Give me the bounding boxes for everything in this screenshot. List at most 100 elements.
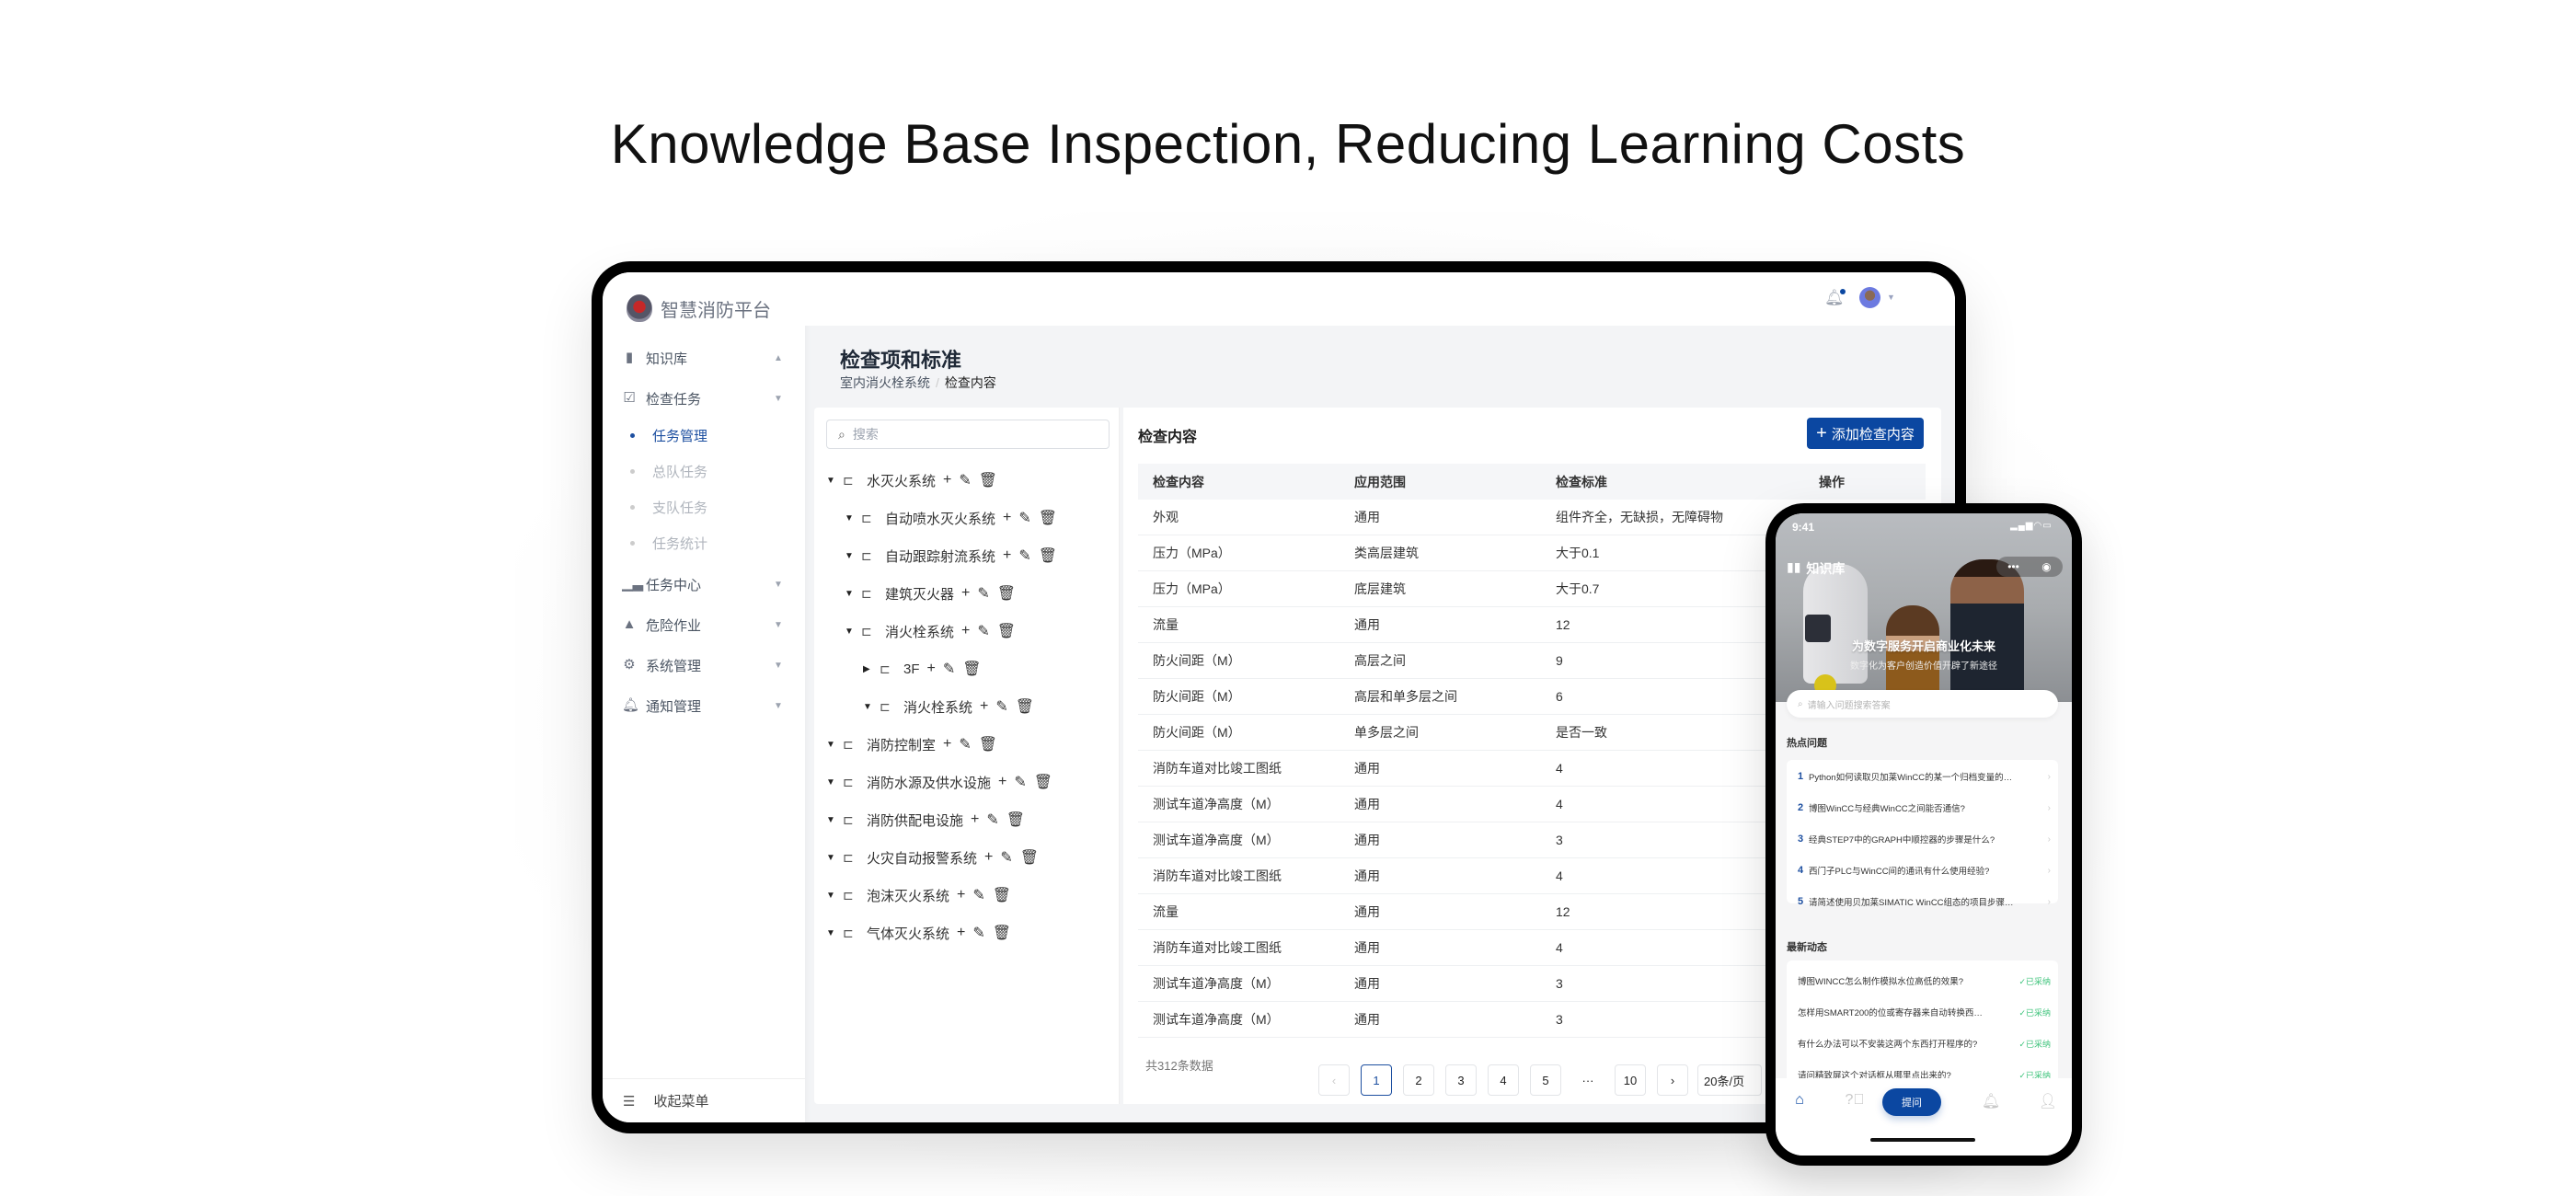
home-icon[interactable]: ⌂ xyxy=(1795,1092,1804,1108)
caret-right-icon[interactable]: ▶ xyxy=(863,663,870,674)
tree-node[interactable]: ▼ ⊏ 消火栓系统 + ✎ 🗑︎ xyxy=(863,693,1034,720)
delete-icon[interactable]: 🗑︎ xyxy=(1006,812,1026,828)
tree-node[interactable]: ▼ ⊏ 水灭火系统 + ✎ 🗑︎ xyxy=(826,466,997,494)
sidebar-item[interactable]: ⚙ 系统管理 ▼ xyxy=(603,647,805,684)
user-avatar[interactable] xyxy=(1859,287,1880,308)
caret-down-icon[interactable]: ▼ xyxy=(845,550,854,561)
caret-down-icon[interactable]: ▼ xyxy=(845,626,854,637)
edit-icon[interactable]: ✎ xyxy=(972,926,985,941)
edit-icon[interactable]: ✎ xyxy=(986,812,999,828)
latest-item[interactable]: 请问精致屏这个对话框从哪里点出来的? ✓已采纳 xyxy=(1798,1065,2051,1084)
tree-node[interactable]: ▼ ⊏ 自动跟踪射流系统 + ✎ 🗑︎ xyxy=(845,542,1057,569)
delete-icon[interactable]: 🗑︎ xyxy=(978,473,998,489)
edit-icon[interactable]: ✎ xyxy=(959,737,972,753)
caret-down-icon[interactable]: ▼ xyxy=(826,890,835,901)
add-icon[interactable]: + xyxy=(943,472,952,488)
tree-search-input[interactable]: ⌕ 搜索 xyxy=(826,420,1110,449)
page-button[interactable]: 5 xyxy=(1530,1064,1561,1096)
caret-down-icon[interactable]: ▼ xyxy=(845,512,854,523)
tree-node[interactable]: ▼ ⊏ 消防水源及供水设施 + ✎ 🗑︎ xyxy=(826,768,1052,796)
add-inspection-content-button[interactable]: + 添加检查内容 xyxy=(1807,418,1924,449)
add-icon[interactable]: + xyxy=(957,925,966,940)
tree-node[interactable]: ▼ ⊏ 自动喷水灭火系统 + ✎ 🗑︎ xyxy=(845,504,1057,532)
add-icon[interactable]: + xyxy=(943,736,952,752)
next-page-button[interactable]: › xyxy=(1657,1064,1688,1096)
sidebar-item[interactable]: ▮ 知识库 ▲ xyxy=(603,339,805,376)
page-button[interactable]: 4 xyxy=(1488,1064,1519,1096)
page-size-select[interactable]: 20条/页 xyxy=(1697,1064,1762,1096)
sidebar-subitem[interactable]: 任务统计 xyxy=(603,526,805,559)
mobile-search-input[interactable]: ⌕ 请输入问题搜索答案 xyxy=(1787,690,2058,718)
more-icon[interactable]: ••• xyxy=(2007,560,2019,573)
hot-question-item[interactable]: 4 西门子PLC与WinCC间的通讯有什么使用经验? › xyxy=(1798,861,2051,880)
edit-icon[interactable]: ✎ xyxy=(1000,850,1013,866)
edit-icon[interactable]: ✎ xyxy=(995,699,1008,715)
delete-icon[interactable]: 🗑︎ xyxy=(992,926,1012,941)
notification-bell-icon[interactable]: 🔔︎ xyxy=(1824,289,1846,306)
edit-icon[interactable]: ✎ xyxy=(959,473,972,489)
delete-icon[interactable]: 🗑︎ xyxy=(962,661,982,677)
tree-node[interactable]: ▼ ⊏ 消防控制室 + ✎ 🗑︎ xyxy=(826,730,997,758)
add-icon[interactable]: + xyxy=(1003,547,1012,563)
caret-down-icon[interactable]: ▼ xyxy=(826,475,835,486)
user-icon[interactable]: 👤︎ xyxy=(2038,1094,2058,1110)
sidebar-item[interactable]: ▲ 危险作业 ▼ xyxy=(603,606,805,643)
add-icon[interactable]: + xyxy=(998,774,1007,789)
caret-down-icon[interactable]: ▼ xyxy=(845,588,854,599)
hot-question-item[interactable]: 3 经典STEP7中的GRAPH中顺控器的步骤是什么? › xyxy=(1798,830,2051,848)
pagination-ellipsis[interactable]: ··· xyxy=(1572,1064,1604,1096)
page-button[interactable]: 10 xyxy=(1615,1064,1646,1096)
edit-icon[interactable]: ✎ xyxy=(1014,775,1027,790)
add-icon[interactable]: + xyxy=(1003,510,1012,525)
tree-node[interactable]: ▼ ⊏ 火灾自动报警系统 + ✎ 🗑︎ xyxy=(826,844,1039,871)
sidebar-subitem[interactable]: 任务管理 xyxy=(603,419,805,452)
tree-node[interactable]: ▶ ⊏ 3F + ✎ 🗑︎ xyxy=(863,655,982,683)
add-icon[interactable]: + xyxy=(926,661,936,676)
delete-icon[interactable]: 🗑︎ xyxy=(1038,511,1058,526)
tree-node[interactable]: ▼ ⊏ 消火栓系统 + ✎ 🗑︎ xyxy=(845,617,1016,645)
latest-item[interactable]: 有什么办法可以不安装这两个东西打开程序的? ✓已采纳 xyxy=(1798,1034,2051,1052)
tree-node[interactable]: ▼ ⊏ 建筑灭火器 + ✎ 🗑︎ xyxy=(845,580,1016,607)
add-icon[interactable]: + xyxy=(984,849,994,865)
avatar-dropdown-caret-icon[interactable]: ▼ xyxy=(1887,293,1895,302)
edit-icon[interactable]: ✎ xyxy=(972,888,985,903)
delete-icon[interactable]: 🗑︎ xyxy=(1033,775,1053,790)
sidebar-item[interactable]: ☑ 检查任务 ▼ xyxy=(603,380,805,417)
add-icon[interactable]: + xyxy=(961,623,971,638)
sidebar-subitem[interactable]: 总队任务 xyxy=(603,454,805,488)
sidebar-item[interactable]: 🔔︎ 通知管理 ▼ xyxy=(603,687,805,724)
edit-icon[interactable]: ✎ xyxy=(977,624,990,639)
edit-icon[interactable]: ✎ xyxy=(1018,511,1031,526)
latest-item[interactable]: 怎样用SMART200的位或寄存器来自动转换西… ✓已采纳 xyxy=(1798,1003,2051,1021)
add-icon[interactable]: + xyxy=(980,698,989,714)
hot-question-item[interactable]: 5 请简述使用贝加莱SIMATIC WinCC组态的项目步骤… › xyxy=(1798,892,2051,911)
edit-icon[interactable]: ✎ xyxy=(977,586,990,602)
tree-node[interactable]: ▼ ⊏ 消防供配电设施 + ✎ 🗑︎ xyxy=(826,806,1025,834)
delete-icon[interactable]: 🗑︎ xyxy=(1015,699,1035,715)
page-button[interactable]: 3 xyxy=(1445,1064,1477,1096)
delete-icon[interactable]: 🗑︎ xyxy=(1019,850,1040,866)
collapse-menu-button[interactable]: ☰ 收起菜单 xyxy=(603,1078,805,1122)
page-button[interactable]: 1 xyxy=(1361,1064,1392,1096)
edit-icon[interactable]: ✎ xyxy=(942,661,956,677)
caret-down-icon[interactable]: ▼ xyxy=(863,701,872,712)
delete-icon[interactable]: 🗑︎ xyxy=(996,624,1017,639)
delete-icon[interactable]: 🗑︎ xyxy=(978,737,998,753)
caret-down-icon[interactable]: ▼ xyxy=(826,739,835,750)
page-button[interactable]: 2 xyxy=(1403,1064,1434,1096)
caret-down-icon[interactable]: ▼ xyxy=(826,814,835,825)
breadcrumb-item[interactable]: 室内消火栓系统 xyxy=(840,375,930,390)
edit-icon[interactable]: ✎ xyxy=(1018,548,1031,564)
tree-node[interactable]: ▼ ⊏ 气体灭火系统 + ✎ 🗑︎ xyxy=(826,919,1011,947)
latest-item[interactable]: 博图WINCC怎么制作模拟水位高低的效果? ✓已采纳 xyxy=(1798,972,2051,990)
delete-icon[interactable]: 🗑︎ xyxy=(1038,548,1058,564)
caret-down-icon[interactable]: ▼ xyxy=(826,852,835,863)
ask-button[interactable]: 提问 xyxy=(1882,1088,1941,1116)
add-icon[interactable]: + xyxy=(957,887,966,903)
caret-down-icon[interactable]: ▼ xyxy=(826,927,835,938)
question-icon[interactable]: ?⃝ xyxy=(1845,1092,1865,1108)
hot-question-item[interactable]: 1 Python如何读取贝加莱WinCC的某一个归档变量的… › xyxy=(1798,767,2051,786)
delete-icon[interactable]: 🗑︎ xyxy=(996,586,1017,602)
add-icon[interactable]: + xyxy=(961,585,971,601)
caret-down-icon[interactable]: ▼ xyxy=(826,776,835,788)
